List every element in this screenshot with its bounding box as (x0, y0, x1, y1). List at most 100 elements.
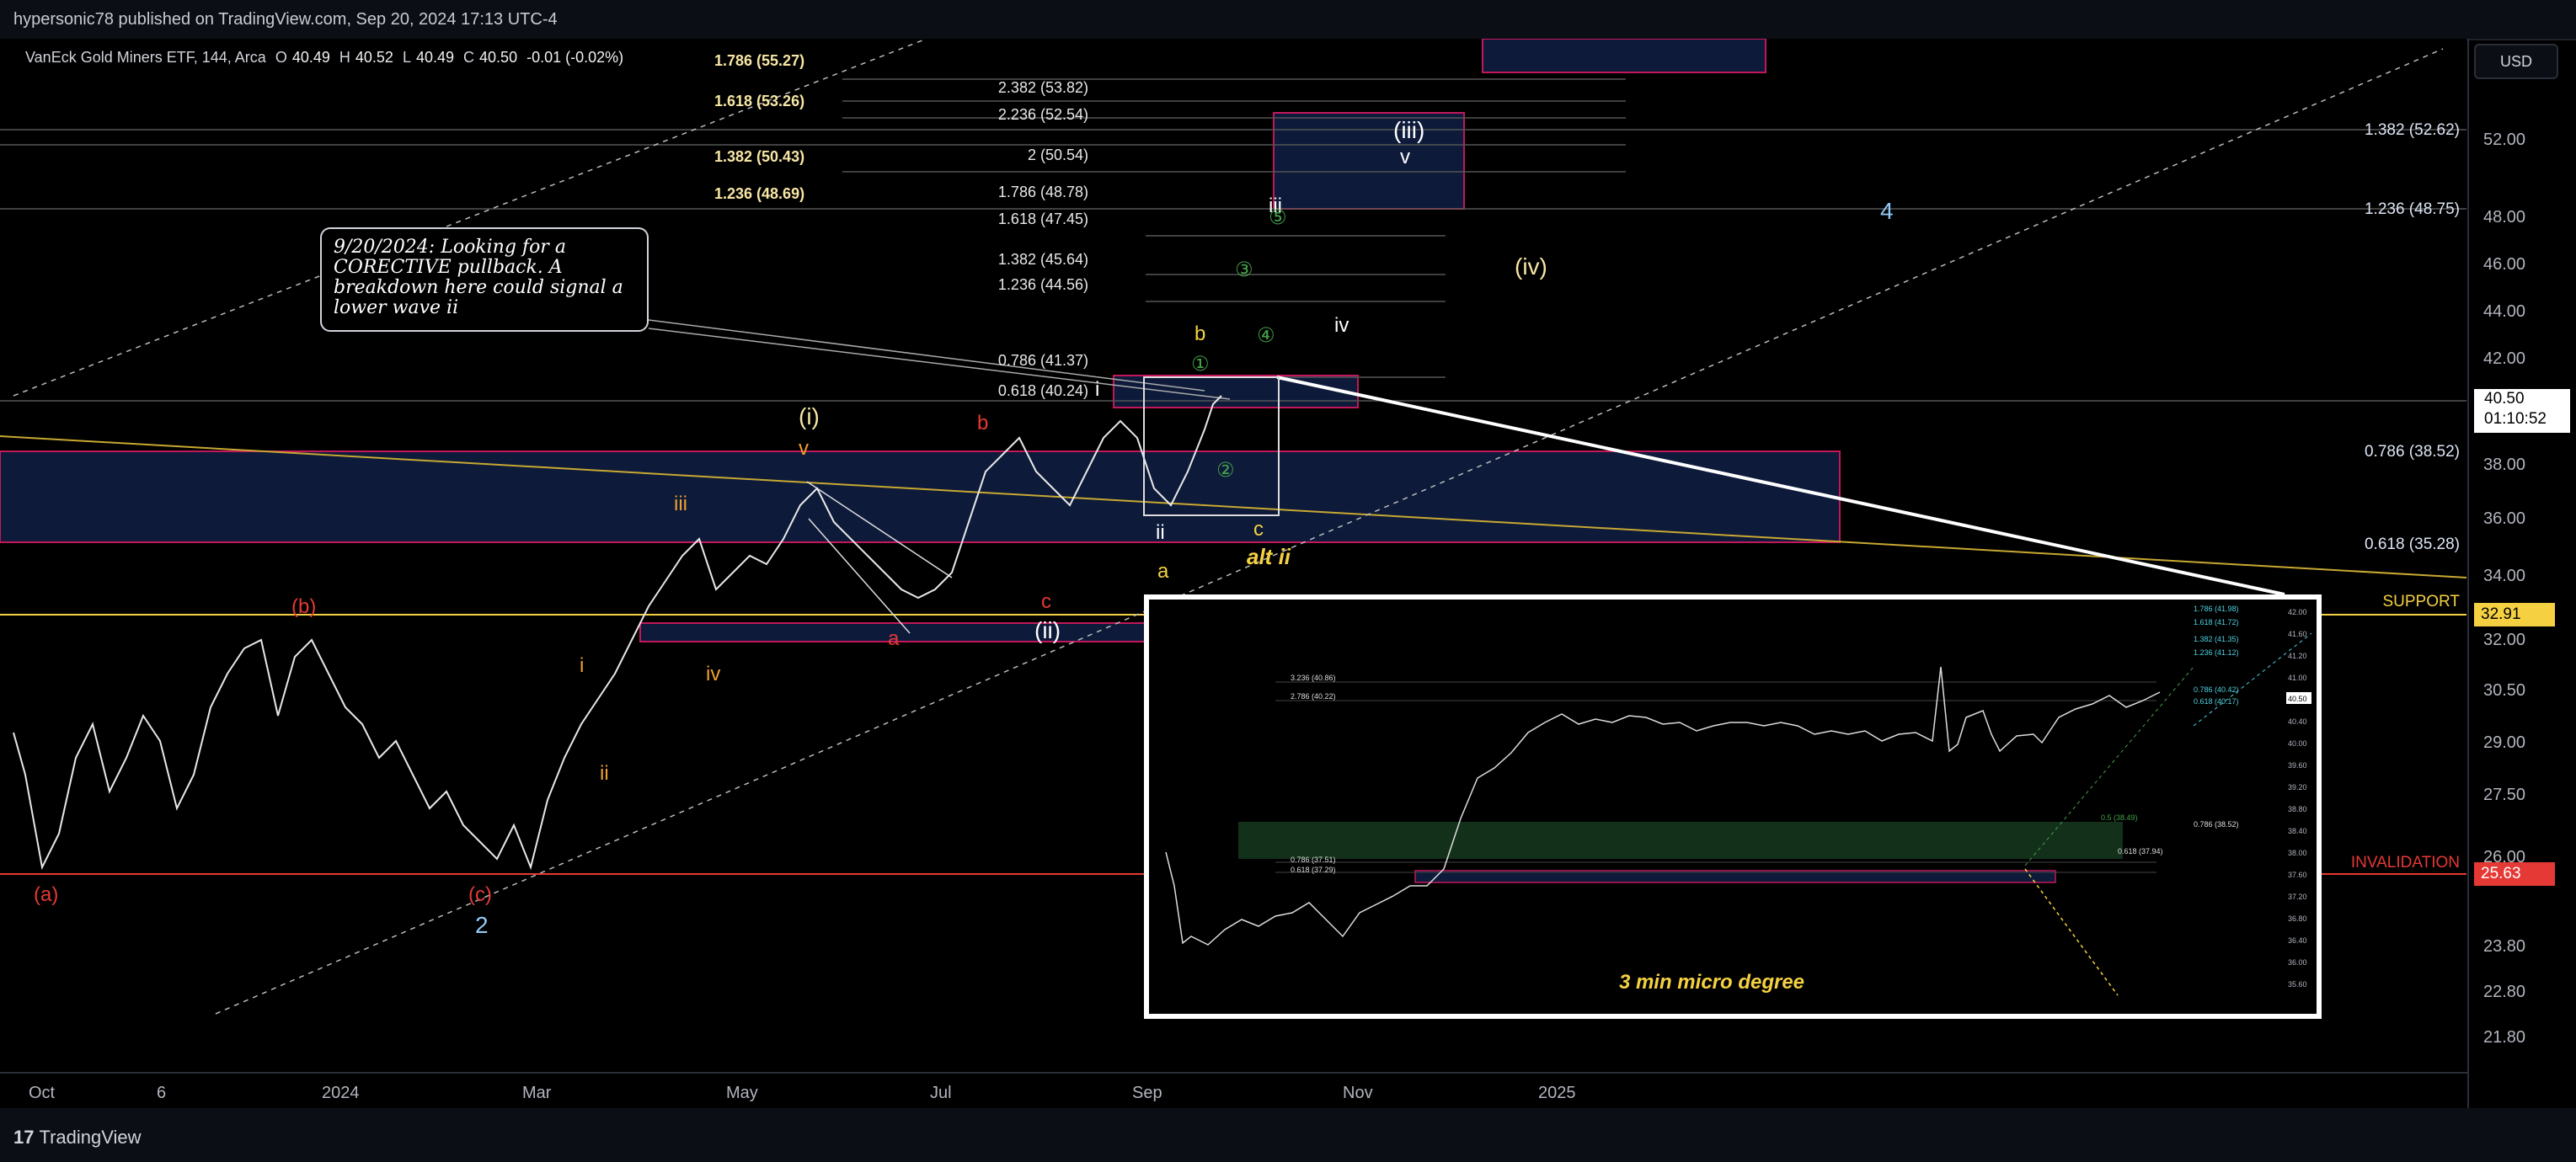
price-tick: 23.80 (2483, 937, 2525, 956)
fib-mid-label: 0.786 (41.37) (998, 352, 1088, 369)
inset-axis-tick: 36.40 (2288, 936, 2307, 945)
price-tick: 26.00 (2483, 848, 2525, 866)
inset-axis-tick: 38.00 (2288, 849, 2307, 857)
inset-axis-tick: 36.80 (2288, 914, 2307, 923)
wave-label: v (799, 437, 809, 460)
wave-label: a (888, 627, 900, 650)
zone-main (0, 450, 1841, 543)
svg-text:0.786 (40.42): 0.786 (40.42) (2194, 685, 2239, 694)
time-tick: Sep (1132, 1084, 1162, 1102)
price-tick: 42.00 (2483, 349, 2525, 368)
wave-label: (c) (468, 883, 492, 906)
fib-labels-mid: 2.382 (53.82) 2.236 (52.54) 2 (50.54) 1.… (998, 79, 1088, 399)
fib-right-label: 1.236 (48.75) (2365, 200, 2460, 218)
change-value: -0.01 (-0.02%) (526, 49, 624, 66)
invalidation-price-tag: 25.63 (2474, 862, 2555, 886)
wave-label: c (1041, 590, 1051, 613)
zone-top (1482, 38, 1766, 73)
open-value: 40.49 (291, 49, 330, 66)
fib-mid-label: 1.382 (45.64) (998, 251, 1088, 268)
wave-label: ① (1191, 353, 1210, 376)
inset-green-zone (1238, 822, 2123, 859)
fib-left-label: 1.786 (55.27) (714, 52, 804, 69)
price-tick: 48.00 (2483, 208, 2525, 227)
svg-text:0.786 (38.52): 0.786 (38.52) (2194, 820, 2239, 829)
time-tick: Oct (29, 1084, 56, 1102)
close-value: 40.50 (479, 49, 518, 66)
wave-label: (iii) (1393, 117, 1424, 143)
inset-axis-tick: 40.00 (2288, 739, 2307, 748)
zone-wave-b (1113, 375, 1359, 408)
wave-label: alt ii (1247, 544, 1291, 569)
last-price: 40.50 (2484, 390, 2525, 408)
wave-label: a (1157, 560, 1169, 583)
symbol-legend[interactable]: VanEck Gold Miners ETF, 144, Arca O 40.49… (25, 49, 628, 67)
footer-bar: 17 TradingView (0, 1108, 2576, 1162)
last-price-badge: 40.50 01:10:52 (2474, 389, 2570, 433)
publisher-text: hypersonic78 published on TradingView.co… (13, 10, 558, 29)
inset-fib-left: 3.236 (40.86) 2.786 (40.22) 0.786 (37.51… (1291, 674, 1336, 874)
projection-line (1276, 376, 2285, 596)
svg-text:0.5 (38.49): 0.5 (38.49) (2101, 813, 2138, 822)
price-tick: 52.00 (2483, 131, 2525, 149)
symbol-name: VanEck Gold Miners ETF, 144, Arca (25, 49, 266, 66)
inset-axis-tick: 38.40 (2288, 827, 2307, 835)
wave-label: ii (1156, 521, 1165, 544)
inset-chart: 3.236 (40.86) 2.786 (40.22) 0.786 (37.51… (1149, 600, 2317, 1014)
price-tick: 29.00 (2483, 733, 2525, 752)
wave-label: 4 (1880, 198, 1894, 224)
inset-axis-tick: 40.40 (2288, 717, 2307, 726)
fib-left-label: 1.618 (53.26) (714, 93, 804, 109)
time-axis[interactable]: Oct 6 2024 Mar May Jul Sep Nov 2025 (29, 1084, 1576, 1102)
price-tick: 21.80 (2483, 1028, 2525, 1047)
high-label: H (339, 49, 350, 66)
price-tick: 32.00 (2483, 631, 2525, 649)
fib-mid-label: 1.618 (47.45) (998, 211, 1088, 227)
analysis-note: 9/20/2024: Looking for a CORECTIVE pullb… (320, 227, 649, 332)
inset-axis-tick: 39.60 (2288, 761, 2307, 770)
currency-button[interactable]: USD (2474, 44, 2558, 79)
fib-right-label: 0.618 (35.28) (2365, 536, 2460, 553)
inset-axis: 42.0041.6041.2041.0040.8040.4040.0039.60… (2288, 608, 2307, 989)
lower-channel (215, 48, 2444, 1015)
time-tick: Nov (1343, 1084, 1373, 1102)
wave-label: b (977, 412, 988, 434)
micro-degree-inset: 3.236 (40.86) 2.786 (40.22) 0.786 (37.51… (1144, 594, 2322, 1019)
svg-text:2.786 (40.22): 2.786 (40.22) (1291, 692, 1336, 701)
inset-axis-tick: 42.00 (2288, 608, 2307, 616)
price-tick: 38.00 (2483, 456, 2525, 474)
low-value: 40.49 (415, 49, 455, 66)
svg-text:0.618 (40.17): 0.618 (40.17) (2194, 697, 2239, 706)
wave-label: ④ (1257, 324, 1275, 347)
fib-labels-left: 1.786 (55.27) 1.618 (53.26) 1.382 (50.43… (714, 52, 804, 202)
support-label: SUPPORT (2382, 593, 2460, 610)
time-tick: Jul (930, 1084, 952, 1102)
price-tick: 30.50 (2483, 681, 2525, 700)
inset-fib-right: 1.786 (41.98) 1.618 (41.72) 1.382 (41.35… (2101, 605, 2239, 856)
wave-b-box (1143, 376, 1280, 516)
svg-text:1.382 (41.35): 1.382 (41.35) (2194, 635, 2239, 643)
low-label: L (402, 49, 411, 66)
note-connector (648, 328, 1231, 400)
svg-text:1.236 (41.12): 1.236 (41.12) (2194, 648, 2239, 657)
price-series (13, 395, 1222, 871)
close-label: C (463, 49, 475, 66)
wave-label: ⑤ (1269, 206, 1287, 229)
wave-label: 2 (475, 912, 489, 938)
inset-price-series (1165, 666, 2161, 946)
fib-labels-right: 1.382 (52.62) 1.236 (48.75) 0.786 (38.52… (2365, 121, 2460, 553)
time-tick: 2025 (1538, 1084, 1576, 1102)
wave-label: v (1400, 146, 1410, 168)
price-axis[interactable]: 52.00 48.00 46.00 44.00 42.00 38.00 36.00 34.00… (2483, 131, 2525, 1047)
tradingview-logo[interactable]: 17 TradingView (13, 1127, 142, 1149)
svg-text:0.786 (37.51): 0.786 (37.51) (1291, 856, 1336, 864)
svg-text:1.618 (41.72): 1.618 (41.72) (2194, 618, 2239, 626)
countdown: 01:10:52 (2484, 410, 2547, 428)
inset-axis-tick: 37.60 (2288, 871, 2307, 879)
price-tick: 44.00 (2483, 302, 2525, 321)
fib-left-label: 1.382 (50.43) (714, 148, 804, 165)
fib-mid-label: 2 (50.54) (1028, 147, 1088, 163)
inset-axis-tick: 36.00 (2288, 958, 2307, 967)
time-tick: 2024 (322, 1084, 360, 1102)
wave-label: (b) (291, 595, 316, 618)
